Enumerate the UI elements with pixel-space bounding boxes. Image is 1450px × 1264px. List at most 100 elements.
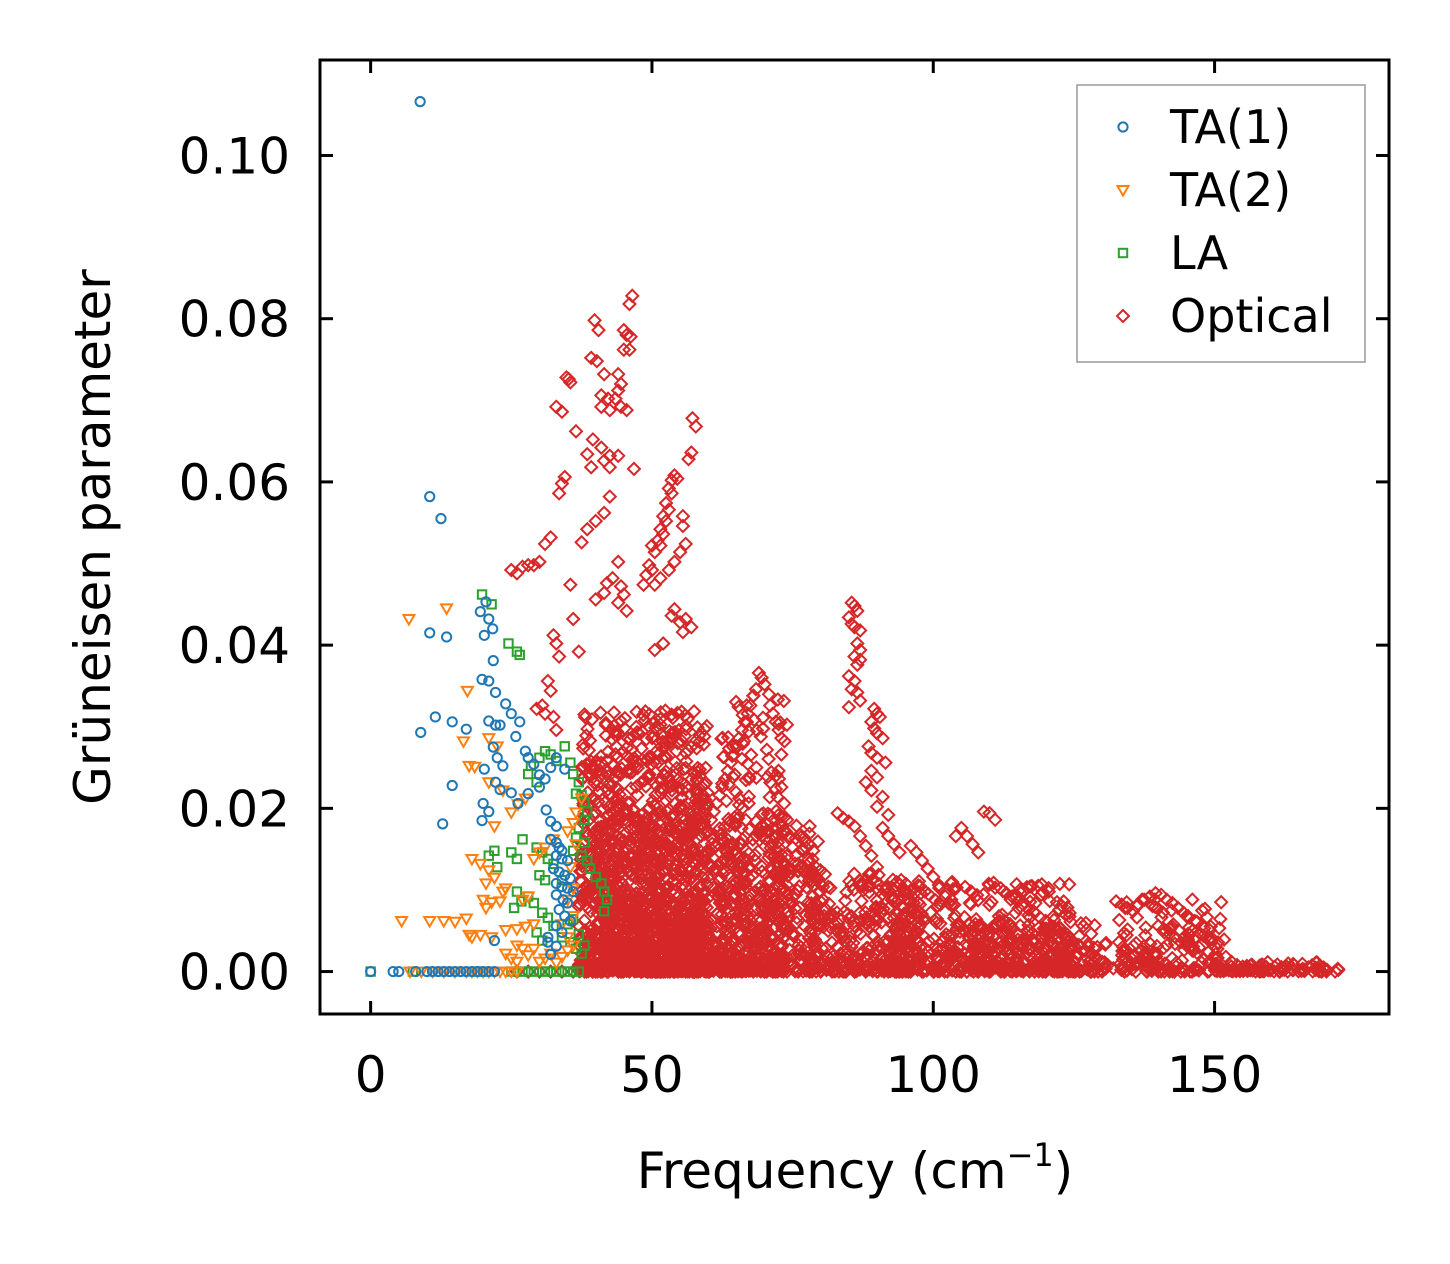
optical-point bbox=[917, 884, 933, 900]
optical-point bbox=[745, 832, 761, 848]
optical-point bbox=[1012, 882, 1028, 898]
ta1-point bbox=[365, 965, 377, 978]
ta1-point bbox=[424, 627, 436, 639]
optical-point bbox=[1033, 930, 1048, 946]
optical-point bbox=[1035, 884, 1051, 900]
optical-point bbox=[1119, 927, 1135, 943]
la-point bbox=[584, 863, 596, 874]
la-point bbox=[601, 894, 613, 905]
optical-point bbox=[903, 964, 919, 979]
optical-point bbox=[1053, 941, 1068, 957]
optical-point bbox=[1263, 962, 1279, 978]
optical-point bbox=[806, 936, 822, 952]
ta1-point bbox=[505, 708, 517, 720]
optical-point bbox=[690, 765, 706, 780]
ta1-point bbox=[556, 926, 568, 938]
optical-point bbox=[912, 878, 928, 894]
optical-point bbox=[1196, 920, 1212, 936]
optical-point bbox=[830, 916, 846, 932]
optical-point bbox=[771, 763, 786, 779]
optical-point bbox=[789, 910, 805, 926]
optical-point bbox=[697, 913, 712, 929]
ta1-point bbox=[435, 513, 447, 525]
optical-point bbox=[667, 866, 682, 882]
optical-point bbox=[703, 812, 719, 828]
optical-point bbox=[572, 863, 588, 879]
legend: TA(1) TA(2) LA Optical bbox=[1076, 84, 1366, 363]
optical-point bbox=[677, 728, 693, 744]
optical-point bbox=[617, 811, 633, 827]
y-tick-label: 0.02 bbox=[179, 780, 290, 838]
optical-point bbox=[600, 744, 616, 760]
ta1-point bbox=[561, 854, 574, 867]
ta2-point bbox=[464, 932, 480, 945]
optical-point bbox=[874, 915, 889, 930]
ta1-point bbox=[446, 716, 458, 728]
optical-point bbox=[1273, 959, 1289, 975]
optical-point bbox=[624, 935, 640, 951]
ta1-point bbox=[542, 931, 554, 943]
optical-point bbox=[620, 730, 636, 746]
y-tick-label: 0.04 bbox=[179, 617, 290, 675]
optical-point bbox=[999, 920, 1014, 936]
x-tick-label: 50 bbox=[620, 1046, 684, 1104]
optical-point bbox=[852, 828, 868, 844]
ta1-point bbox=[494, 783, 506, 796]
ta1-point bbox=[545, 761, 557, 774]
optical-point bbox=[683, 619, 699, 635]
optical-point bbox=[637, 713, 653, 729]
optical-point bbox=[648, 834, 664, 850]
optical-point bbox=[667, 554, 682, 570]
optical-point bbox=[764, 953, 779, 969]
ta1-point bbox=[483, 675, 495, 687]
optical-point bbox=[776, 916, 792, 932]
optical-point bbox=[825, 955, 841, 971]
optical-point bbox=[775, 931, 791, 946]
ta2-point bbox=[414, 966, 429, 980]
optical-point bbox=[771, 840, 787, 856]
optical-point bbox=[1015, 955, 1031, 971]
ta2-point bbox=[484, 932, 499, 945]
optical-point bbox=[834, 925, 850, 941]
optical-point bbox=[635, 891, 650, 907]
optical-point bbox=[768, 892, 784, 908]
optical-point bbox=[577, 964, 592, 979]
ta2-point bbox=[568, 807, 584, 820]
optical-point bbox=[747, 902, 763, 918]
la-point bbox=[556, 966, 568, 977]
optical-point bbox=[785, 926, 801, 941]
optical-point bbox=[669, 743, 684, 759]
optical-point bbox=[1156, 940, 1172, 956]
optical-point bbox=[793, 939, 809, 955]
optical-point bbox=[596, 366, 612, 382]
optical-point bbox=[1028, 959, 1044, 975]
legend-label: TA(1) bbox=[1169, 100, 1291, 154]
optical-point bbox=[628, 779, 644, 795]
optical-point bbox=[715, 915, 731, 931]
legend-label: Optical bbox=[1170, 289, 1332, 343]
la-point bbox=[565, 757, 576, 768]
optical-point bbox=[665, 731, 681, 746]
ta2-point bbox=[532, 956, 547, 970]
ta1-point bbox=[477, 797, 489, 810]
ta1-point bbox=[559, 763, 571, 775]
optical-point bbox=[678, 721, 694, 737]
optical-point bbox=[895, 899, 911, 915]
optical-point bbox=[813, 964, 829, 979]
optical-point bbox=[689, 964, 705, 979]
optical-point bbox=[731, 699, 746, 715]
optical-point bbox=[698, 934, 714, 950]
optical-point bbox=[773, 730, 789, 746]
optical-point bbox=[613, 874, 629, 890]
optical-point bbox=[965, 836, 981, 852]
optical-point bbox=[880, 964, 896, 979]
optical-point bbox=[574, 534, 590, 550]
optical-point bbox=[580, 721, 595, 737]
la-point bbox=[528, 966, 539, 977]
optical-point bbox=[661, 481, 677, 496]
optical-point bbox=[852, 693, 868, 709]
optical-point bbox=[907, 917, 923, 933]
optical-point bbox=[635, 963, 651, 979]
ta1-point bbox=[438, 965, 450, 978]
